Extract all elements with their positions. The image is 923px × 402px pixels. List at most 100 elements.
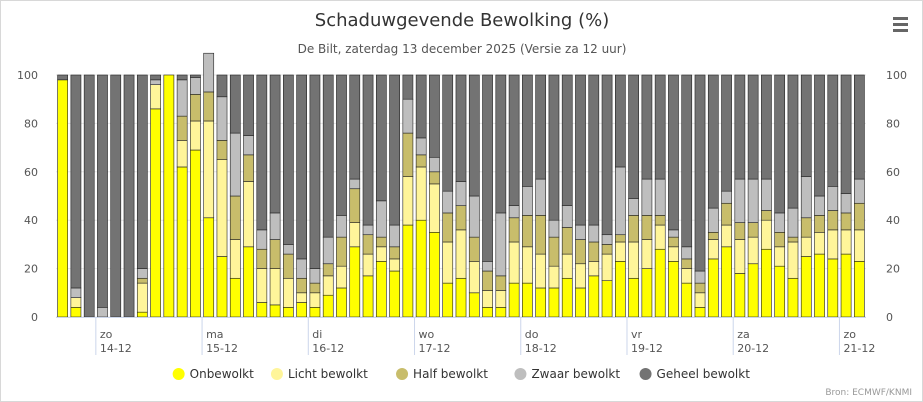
bar-segment-zwaar-bewolkt[interactable] xyxy=(415,137,427,156)
bar-segment-zwaar-bewolkt[interactable] xyxy=(482,261,493,272)
bar-segment-zwaar-bewolkt[interactable] xyxy=(561,205,573,228)
bar-segment-licht-bewolkt[interactable] xyxy=(70,297,82,308)
bar-segment-licht-bewolkt[interactable] xyxy=(455,229,467,279)
bar-segment-onbewolkt[interactable] xyxy=(747,263,759,318)
bar-segment-licht-bewolkt[interactable] xyxy=(668,246,679,262)
bar-segment-onbewolkt[interactable] xyxy=(349,246,361,318)
bar-segment-half-bewolkt[interactable] xyxy=(455,205,467,231)
bar-segment-half-bewolkt[interactable] xyxy=(389,246,400,260)
bar-segment-half-bewolkt[interactable] xyxy=(429,171,440,185)
bar-stack[interactable] xyxy=(190,74,201,318)
bar-segment-half-bewolkt[interactable] xyxy=(761,210,772,221)
bar-segment-half-bewolkt[interactable] xyxy=(588,241,600,262)
bar-stack[interactable] xyxy=(681,74,693,318)
bar-segment-licht-bewolkt[interactable] xyxy=(415,166,427,221)
bar-stack[interactable] xyxy=(535,74,547,318)
bar-segment-half-bewolkt[interactable] xyxy=(190,94,201,122)
bar-segment-half-bewolkt[interactable] xyxy=(668,236,679,248)
bar-segment-half-bewolkt[interactable] xyxy=(628,215,639,243)
bar-segment-onbewolkt[interactable] xyxy=(734,273,746,318)
bar-stack[interactable] xyxy=(614,74,626,318)
bar-segment-zwaar-bewolkt[interactable] xyxy=(575,224,586,240)
bar-stack[interactable] xyxy=(415,74,427,318)
bar-segment-zwaar-bewolkt[interactable] xyxy=(840,193,852,214)
bar-segment-half-bewolkt[interactable] xyxy=(814,215,825,233)
bar-segment-onbewolkt[interactable] xyxy=(668,261,679,318)
bar-segment-zwaar-bewolkt[interactable] xyxy=(522,186,533,216)
bar-segment-licht-bewolkt[interactable] xyxy=(296,292,307,303)
bar-stack[interactable] xyxy=(814,74,825,318)
bar-segment-onbewolkt[interactable] xyxy=(269,304,281,318)
bar-segment-half-bewolkt[interactable] xyxy=(176,115,188,141)
bar-segment-geheel-bewolkt[interactable] xyxy=(774,74,786,214)
bar-stack[interactable] xyxy=(296,74,307,318)
bar-segment-half-bewolkt[interactable] xyxy=(362,234,374,255)
bar-segment-geheel-bewolkt[interactable] xyxy=(110,74,122,318)
bar-stack[interactable] xyxy=(787,74,799,318)
bar-stack[interactable] xyxy=(83,74,95,318)
bar-stack[interactable] xyxy=(601,74,613,318)
bar-segment-onbewolkt[interactable] xyxy=(229,277,241,318)
bar-segment-zwaar-bewolkt[interactable] xyxy=(854,178,865,204)
bar-segment-half-bewolkt[interactable] xyxy=(203,91,215,122)
bar-segment-geheel-bewolkt[interactable] xyxy=(362,74,374,226)
bar-stack[interactable] xyxy=(216,74,228,318)
bar-segment-onbewolkt[interactable] xyxy=(761,248,772,318)
bar-segment-half-bewolkt[interactable] xyxy=(601,244,613,255)
bar-segment-half-bewolkt[interactable] xyxy=(522,215,533,248)
bar-stack[interactable] xyxy=(721,74,732,318)
bar-segment-geheel-bewolkt[interactable] xyxy=(455,74,467,182)
bar-segment-zwaar-bewolkt[interactable] xyxy=(694,270,706,284)
bar-segment-zwaar-bewolkt[interactable] xyxy=(322,236,334,265)
bar-segment-onbewolkt[interactable] xyxy=(136,311,148,318)
bar-segment-geheel-bewolkt[interactable] xyxy=(628,74,639,199)
bar-segment-onbewolkt[interactable] xyxy=(375,261,387,318)
bar-segment-zwaar-bewolkt[interactable] xyxy=(588,224,600,243)
bar-segment-zwaar-bewolkt[interactable] xyxy=(243,135,254,156)
bar-segment-half-bewolkt[interactable] xyxy=(654,215,666,226)
bar-segment-onbewolkt[interactable] xyxy=(296,302,307,318)
bar-segment-licht-bewolkt[interactable] xyxy=(654,224,666,250)
bar-segment-zwaar-bewolkt[interactable] xyxy=(190,77,201,95)
bar-segment-half-bewolkt[interactable] xyxy=(840,212,852,231)
bar-segment-onbewolkt[interactable] xyxy=(561,277,573,318)
bar-segment-half-bewolkt[interactable] xyxy=(415,154,427,168)
bar-segment-geheel-bewolkt[interactable] xyxy=(229,74,241,134)
bar-segment-onbewolkt[interactable] xyxy=(814,253,825,318)
bar-segment-half-bewolkt[interactable] xyxy=(402,132,414,177)
bar-segment-geheel-bewolkt[interactable] xyxy=(283,74,294,245)
bar-stack[interactable] xyxy=(761,74,772,318)
bar-segment-licht-bewolkt[interactable] xyxy=(694,292,706,308)
bar-segment-onbewolkt[interactable] xyxy=(468,292,480,318)
bar-segment-geheel-bewolkt[interactable] xyxy=(176,74,188,81)
bar-segment-licht-bewolkt[interactable] xyxy=(827,229,839,260)
bar-segment-onbewolkt[interactable] xyxy=(721,246,732,318)
bar-segment-geheel-bewolkt[interactable] xyxy=(641,74,653,180)
bar-segment-half-bewolkt[interactable] xyxy=(256,248,268,269)
bar-segment-onbewolkt[interactable] xyxy=(827,258,839,318)
bar-segment-licht-bewolkt[interactable] xyxy=(707,239,719,260)
bar-segment-zwaar-bewolkt[interactable] xyxy=(269,212,281,240)
bar-stack[interactable] xyxy=(336,74,347,318)
bar-segment-zwaar-bewolkt[interactable] xyxy=(535,178,547,216)
hamburger-icon[interactable] xyxy=(890,14,912,34)
bar-segment-licht-bewolkt[interactable] xyxy=(522,246,533,284)
bar-segment-geheel-bewolkt[interactable] xyxy=(707,74,719,209)
bar-segment-licht-bewolkt[interactable] xyxy=(814,232,825,255)
bar-segment-zwaar-bewolkt[interactable] xyxy=(721,190,732,204)
bar-stack[interactable] xyxy=(110,74,122,318)
bar-segment-geheel-bewolkt[interactable] xyxy=(97,74,108,308)
bar-stack[interactable] xyxy=(495,74,507,318)
bar-segment-licht-bewolkt[interactable] xyxy=(269,268,281,306)
bar-stack[interactable] xyxy=(203,52,215,318)
bar-segment-geheel-bewolkt[interactable] xyxy=(402,74,414,100)
bar-stack[interactable] xyxy=(375,74,387,318)
bar-segment-geheel-bewolkt[interactable] xyxy=(322,74,334,238)
bar-segment-licht-bewolkt[interactable] xyxy=(601,253,613,282)
bar-segment-half-bewolkt[interactable] xyxy=(336,236,347,267)
bar-segment-half-bewolkt[interactable] xyxy=(854,202,865,231)
bar-segment-geheel-bewolkt[interactable] xyxy=(495,74,507,214)
bar-segment-geheel-bewolkt[interactable] xyxy=(654,74,666,180)
bar-segment-geheel-bewolkt[interactable] xyxy=(83,74,95,318)
bar-segment-onbewolkt[interactable] xyxy=(150,108,161,318)
